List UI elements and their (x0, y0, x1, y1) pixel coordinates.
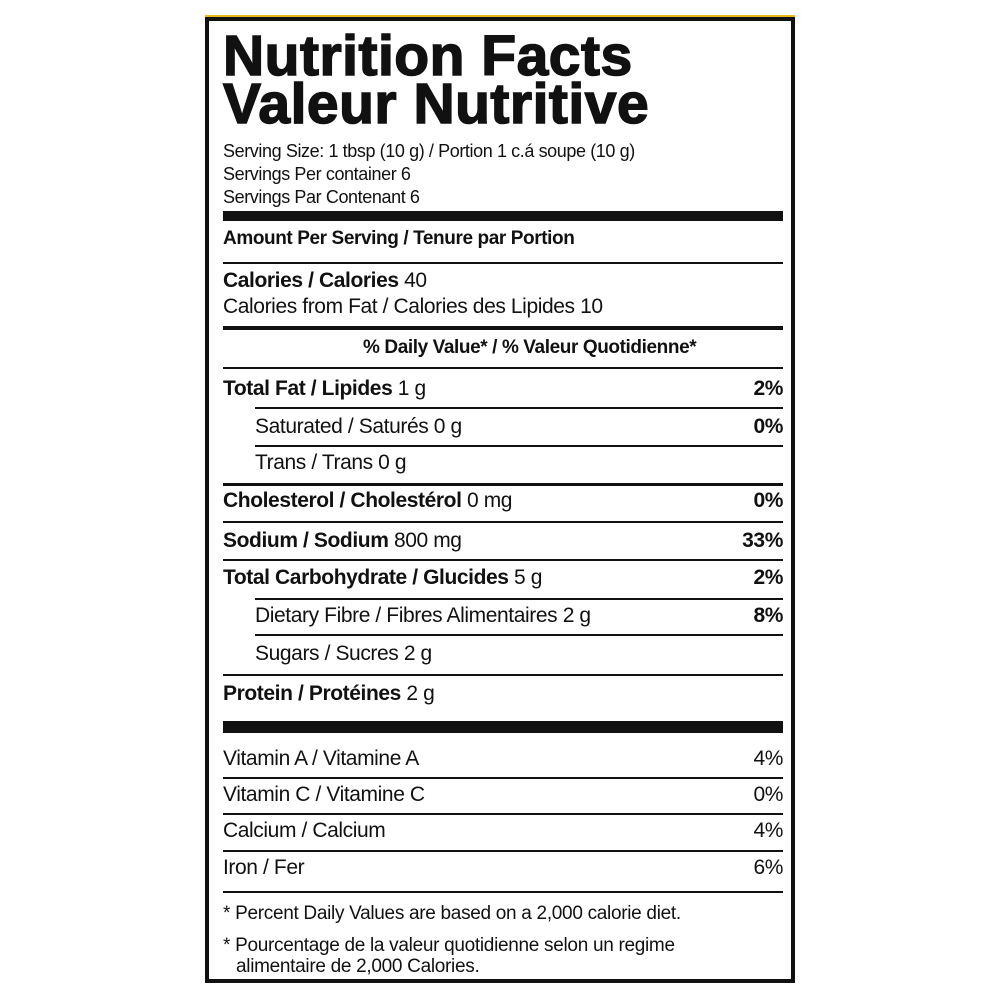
nutrient-text: Cholesterol / Cholestérol (223, 489, 462, 512)
percent-daily-value: 6% (753, 856, 783, 879)
nutrient-text: Sodium / Sodium (223, 529, 389, 552)
percent-daily-value: 0% (753, 783, 783, 806)
divider (255, 445, 783, 447)
calories-row: Calories / Calories 40 (223, 269, 783, 293)
divider (255, 598, 783, 600)
title-fr: Valeur Nutritive (222, 72, 650, 136)
nutrient-text: Trans / Trans (255, 451, 373, 474)
nutrient-text: Saturated / Saturés (255, 415, 429, 438)
daily-value-header: % Daily Value* / % Valeur Quotidienne* (363, 337, 697, 358)
calories-value: 40 (404, 269, 427, 292)
nutrient-text: 0 g (378, 451, 407, 474)
divider (255, 634, 783, 636)
percent-daily-value: 2% (753, 566, 783, 589)
nutrient-text: Total Carbohydrate / Glucides (223, 566, 509, 589)
nutrient-text: 2 g (403, 642, 432, 665)
percent-daily-value: 33% (742, 529, 783, 552)
nutrient-text: Iron / Fer (223, 856, 305, 879)
nutrient-text: Sugars / Sucres (255, 642, 399, 665)
divider (223, 813, 783, 815)
divider (223, 326, 783, 330)
mineral-row-iron: Iron / Fer 6% (223, 856, 783, 880)
nutrient-row-protein: Protein / Protéines 2 g (223, 682, 783, 706)
nutrient-row-cholesterol: Cholesterol / Cholestérol 0 mg 0% (223, 489, 783, 513)
nutrient-text: Vitamin A / Vitamine A (223, 747, 419, 770)
footnote-fr-line1: * Pourcentage de la valeur quotidienne s… (223, 935, 675, 956)
calories-from-fat: Calories from Fat / Calories des Lipides… (223, 295, 603, 318)
divider (223, 891, 783, 893)
nutrient-text: 2 g (406, 682, 435, 705)
divider (223, 850, 783, 852)
nutrient-text: 5 g (514, 566, 543, 589)
divider (223, 262, 783, 264)
servings-per-container-fr: Servings Par Contenant 6 (223, 187, 420, 207)
footnote-en: * Percent Daily Values are based on a 2,… (223, 903, 681, 924)
nutrient-text: 0 mg (466, 489, 513, 512)
footnote-fr-line2: alimentaire de 2,000 Calories. (236, 956, 480, 977)
vitamin-row-a: Vitamin A / Vitamine A 4% (223, 747, 783, 771)
thick-divider (223, 211, 783, 221)
nutrient-row-dietary-fibre: Dietary Fibre / Fibres Alimentaires 2 g 8… (255, 604, 783, 628)
percent-daily-value: 8% (753, 604, 783, 627)
amount-per-serving-header: Amount Per Serving / Tenure par Portion (223, 228, 575, 249)
nutrient-row-total-carbohydrate: Total Carbohydrate / Glucides 5 g 2% (223, 566, 783, 590)
nutrient-text: 0 g (433, 415, 462, 438)
nutrition-facts-label: Nutrition Facts Valeur Nutritive Serving… (205, 17, 795, 983)
nutrient-text: Dietary Fibre / Fibres Alimentaires (255, 604, 558, 627)
nutrient-row-saturated: Saturated / Saturés 0 g 0% (255, 415, 783, 439)
divider (223, 483, 783, 486)
divider (223, 674, 783, 676)
thick-divider (223, 721, 783, 733)
divider (223, 367, 783, 369)
percent-daily-value: 2% (753, 377, 783, 400)
divider (223, 559, 783, 561)
mineral-row-calcium: Calcium / Calcium 4% (223, 819, 783, 843)
title-en: Nutrition Facts (222, 24, 633, 88)
nutrient-text: 2 g (562, 604, 591, 627)
servings-per-container-en: Servings Per container 6 (223, 164, 411, 184)
percent-daily-value: 0% (753, 489, 783, 512)
percent-daily-value: 4% (753, 819, 783, 842)
vitamin-row-c: Vitamin C / Vitamine C 0% (223, 783, 783, 807)
percent-daily-value: 4% (753, 747, 783, 770)
nutrient-row-sodium: Sodium / Sodium 800 mg 33% (223, 529, 783, 553)
nutrient-row-sugars: Sugars / Sucres 2 g (255, 642, 783, 666)
calories-label: Calories / Calories (223, 269, 399, 292)
nutrient-row-trans: Trans / Trans 0 g (255, 451, 783, 475)
nutrient-text: Vitamin C / Vitamine C (223, 783, 425, 806)
divider (255, 407, 783, 409)
divider (223, 777, 783, 779)
serving-size: Serving Size: 1 tbsp (10 g) / Portion 1 … (223, 141, 635, 161)
nutrient-row-total-fat: Total Fat / Lipides 1 g 2% (223, 377, 783, 401)
nutrient-text: Total Fat / Lipides (223, 377, 393, 400)
nutrient-text: 1 g (397, 377, 426, 400)
percent-daily-value: 0% (753, 415, 783, 438)
divider (223, 521, 783, 523)
nutrient-text: Protein / Protéines (223, 682, 401, 705)
nutrient-text: Calcium / Calcium (223, 819, 386, 842)
nutrient-text: 800 mg (393, 529, 462, 552)
